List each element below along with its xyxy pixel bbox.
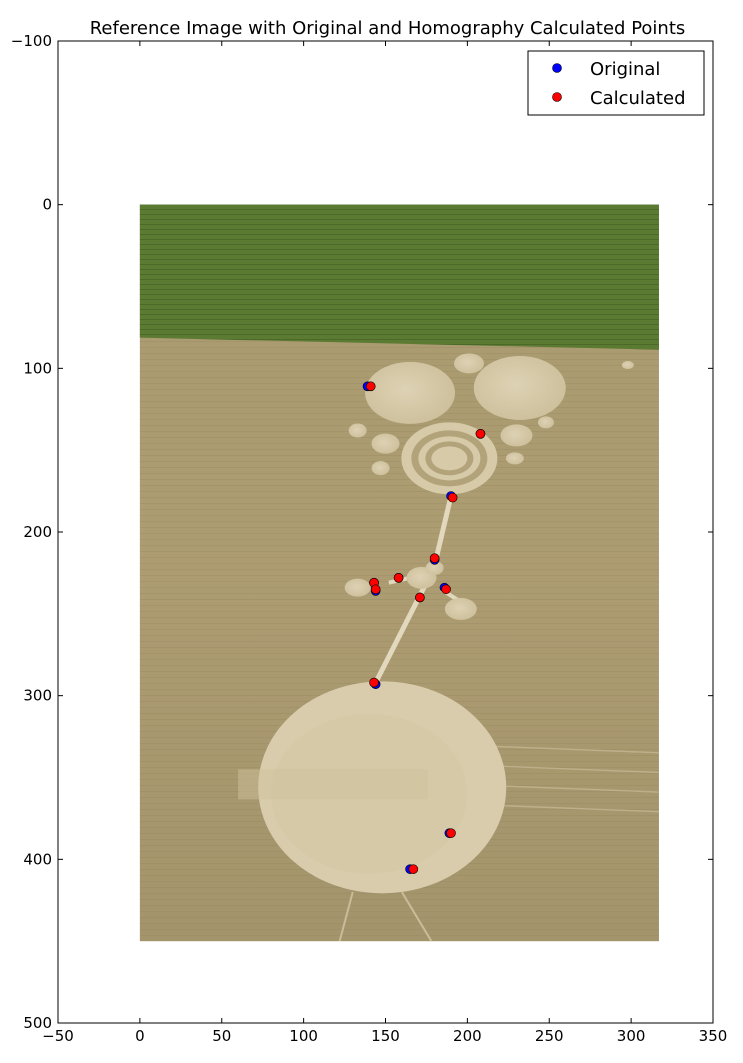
y-tick-label: 300 <box>23 687 52 705</box>
y-tick-label: 400 <box>23 850 52 868</box>
y-tick-label: 200 <box>23 523 52 541</box>
calculated-point-0 <box>365 381 376 392</box>
legend-marker-original <box>552 63 562 73</box>
calculated-point-10 <box>446 828 456 838</box>
scatter-points <box>362 381 486 874</box>
calculated-point-8 <box>415 592 425 603</box>
y-tick-label: 0 <box>42 196 52 214</box>
calculated-point-11 <box>408 864 419 874</box>
chart-title: Reference Image with Original and Homogr… <box>90 18 686 39</box>
calculated-point-3 <box>429 553 440 563</box>
y-tick-label: −100 <box>11 32 52 50</box>
calculated-point-6 <box>370 584 381 595</box>
calculated-point-2 <box>447 492 458 503</box>
y-tick-label: 100 <box>23 359 52 377</box>
x-tick-label: −50 <box>42 1027 74 1045</box>
calculated-point-7 <box>441 584 451 595</box>
y-tick-labels: −100 0 100 200 300 400 500 <box>11 32 52 1032</box>
x-tick-label: 150 <box>371 1027 400 1045</box>
legend-marker-calculated <box>552 92 562 102</box>
legend-label-calculated: Calculated <box>590 88 686 109</box>
y-tick-label: 500 <box>23 1014 52 1032</box>
background-photo <box>139 204 659 942</box>
calculated-point-5 <box>393 573 404 583</box>
x-tick-label: 0 <box>135 1027 145 1045</box>
x-tick-label: 50 <box>212 1027 231 1045</box>
legend-label-original: Original <box>590 59 660 80</box>
calculated-point-9 <box>369 677 379 688</box>
legend: Original Calculated <box>527 50 705 116</box>
axis-ticks <box>57 40 714 1024</box>
x-tick-label: 300 <box>617 1027 646 1045</box>
calculated-point-1 <box>475 428 486 439</box>
x-tick-label: 350 <box>699 1027 728 1045</box>
x-tick-label: 100 <box>289 1027 318 1045</box>
x-tick-labels: −50 0 50 100 150 200 250 300 350 <box>42 1027 727 1045</box>
x-tick-label: 250 <box>535 1027 564 1045</box>
legend-box <box>527 50 705 116</box>
x-tick-label: 200 <box>453 1027 482 1045</box>
